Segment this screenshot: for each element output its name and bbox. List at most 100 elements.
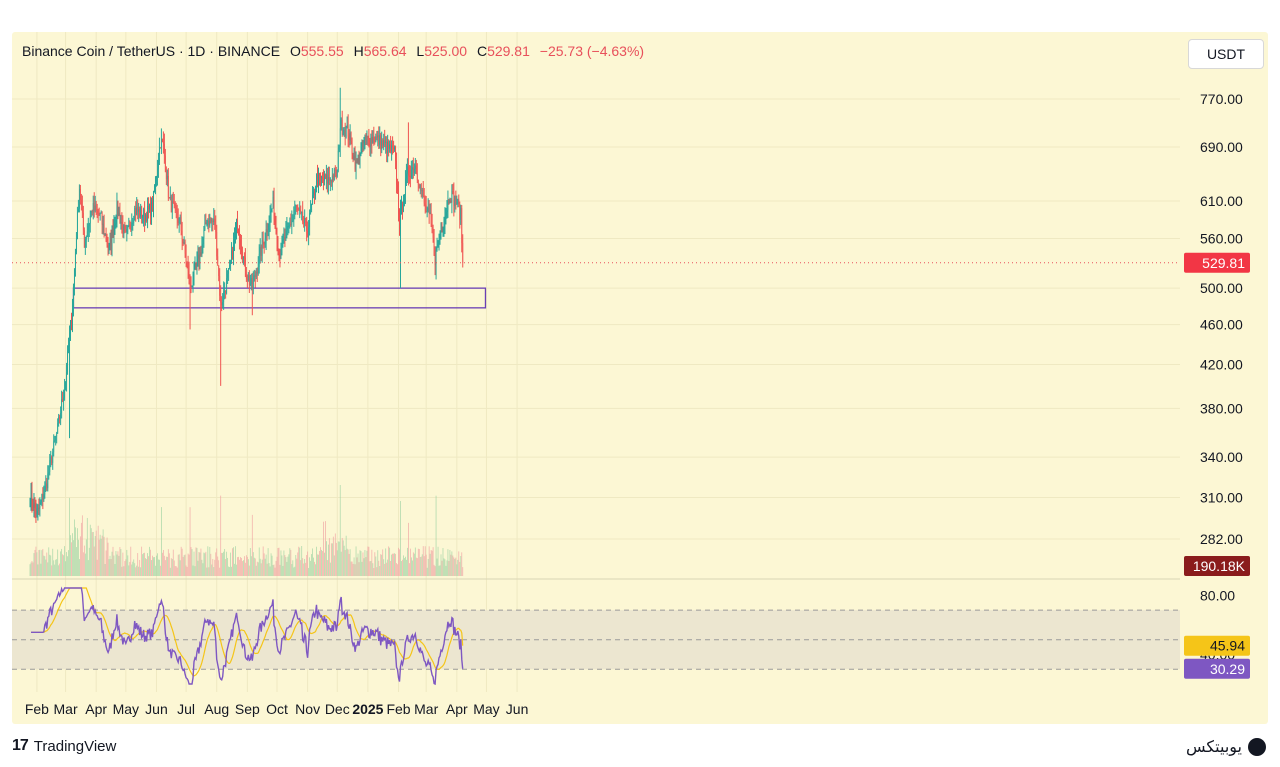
volume-bar	[351, 561, 353, 576]
volume-bar	[35, 546, 37, 576]
volume-bar	[437, 546, 439, 576]
candle-body	[91, 210, 93, 213]
volume-bar	[112, 546, 114, 576]
candle-body	[80, 199, 82, 206]
volume-bar	[260, 563, 262, 576]
candle-body	[66, 372, 67, 382]
volume-bar	[392, 553, 393, 576]
candle-body	[270, 211, 272, 214]
volume-bar	[320, 547, 321, 576]
candle-body	[408, 166, 409, 176]
volume-bar	[415, 557, 417, 576]
support-zone	[72, 287, 487, 309]
volume-bar	[461, 552, 463, 576]
candle-body	[165, 171, 167, 180]
candle-body	[207, 220, 209, 225]
volume-bar	[50, 555, 52, 576]
candle-body	[305, 218, 307, 220]
candle-body	[438, 237, 440, 245]
volume-bar	[106, 537, 108, 576]
candle-body	[399, 213, 400, 229]
volume-bar	[325, 521, 326, 576]
volume-bar	[442, 548, 444, 576]
tradingview-logo[interactable]: 17 TradingView	[12, 737, 116, 755]
volume-bar	[216, 548, 218, 576]
volume-bar	[333, 555, 335, 576]
price-chart[interactable]: 770.00 690.00 610.00 560.00 500.00 460.00 420.…	[12, 32, 1268, 724]
candle-body	[111, 229, 113, 246]
candle-body	[381, 140, 383, 150]
volume-bar	[130, 546, 132, 576]
time-tick-label: Feb	[25, 701, 49, 717]
candle-body	[57, 423, 59, 433]
volume-bar	[432, 547, 434, 576]
candle-body	[320, 175, 321, 178]
candle-body	[433, 237, 435, 256]
volume-bar	[177, 554, 179, 576]
volume-bar	[59, 563, 61, 576]
volume-bar	[142, 554, 144, 576]
candle-body	[409, 175, 411, 178]
volume-bar	[344, 550, 346, 576]
candle-body	[159, 147, 160, 161]
candle-body	[128, 224, 130, 226]
candle-body	[253, 275, 255, 282]
volume-bar	[285, 557, 287, 576]
candle-body	[73, 285, 74, 310]
volume-bar	[267, 548, 269, 576]
volume-bar	[36, 552, 38, 576]
candle-body	[211, 220, 213, 222]
volume-bar	[357, 553, 359, 576]
candle-body	[333, 169, 335, 181]
candle-body	[117, 200, 119, 216]
volume-bar	[253, 557, 255, 576]
candle-body	[131, 222, 133, 230]
candle-body	[68, 346, 69, 352]
candle-body	[164, 155, 166, 172]
volume-bar	[203, 552, 205, 576]
volume-bar	[134, 563, 136, 576]
volume-bar	[206, 567, 208, 576]
volume-bar	[297, 552, 299, 576]
candle-body	[133, 220, 135, 223]
candle-body	[141, 207, 143, 218]
candle-body	[109, 239, 111, 246]
volume-bar	[207, 546, 209, 576]
volume-bar	[368, 546, 370, 576]
volume-bar	[238, 556, 239, 576]
volume-bar	[423, 556, 425, 576]
candle-body	[59, 416, 61, 419]
close-label: C	[476, 43, 488, 59]
volume-bar	[317, 554, 318, 576]
candle-body	[137, 207, 139, 212]
volume-bar	[195, 547, 197, 576]
volume-bar	[409, 548, 411, 576]
volume-bar	[182, 556, 184, 576]
volume-bar	[298, 546, 300, 576]
candle-body	[243, 256, 244, 260]
candle-body	[299, 209, 301, 211]
volume-bar	[215, 552, 217, 576]
candle-body	[449, 200, 451, 204]
candle-body	[416, 173, 418, 181]
volume-bar	[457, 559, 459, 576]
volume-bar	[110, 559, 112, 576]
candle-body	[382, 140, 384, 146]
volume-bar	[451, 551, 453, 576]
volume-bar	[53, 560, 55, 576]
candle-body	[293, 213, 295, 217]
candle-body	[455, 195, 457, 205]
candle-body	[129, 224, 131, 229]
candle-body	[176, 210, 178, 219]
candle-body	[29, 502, 31, 507]
volume-bar	[316, 546, 317, 576]
candle-body	[428, 207, 430, 213]
candle-body	[196, 258, 198, 266]
candle-body	[114, 223, 116, 226]
candle-body	[235, 230, 236, 238]
currency-button[interactable]: USDT	[1188, 39, 1264, 69]
candle-body	[139, 209, 141, 217]
candle-body	[366, 136, 368, 138]
volume-bar	[396, 563, 397, 576]
volume-bar	[300, 560, 302, 576]
